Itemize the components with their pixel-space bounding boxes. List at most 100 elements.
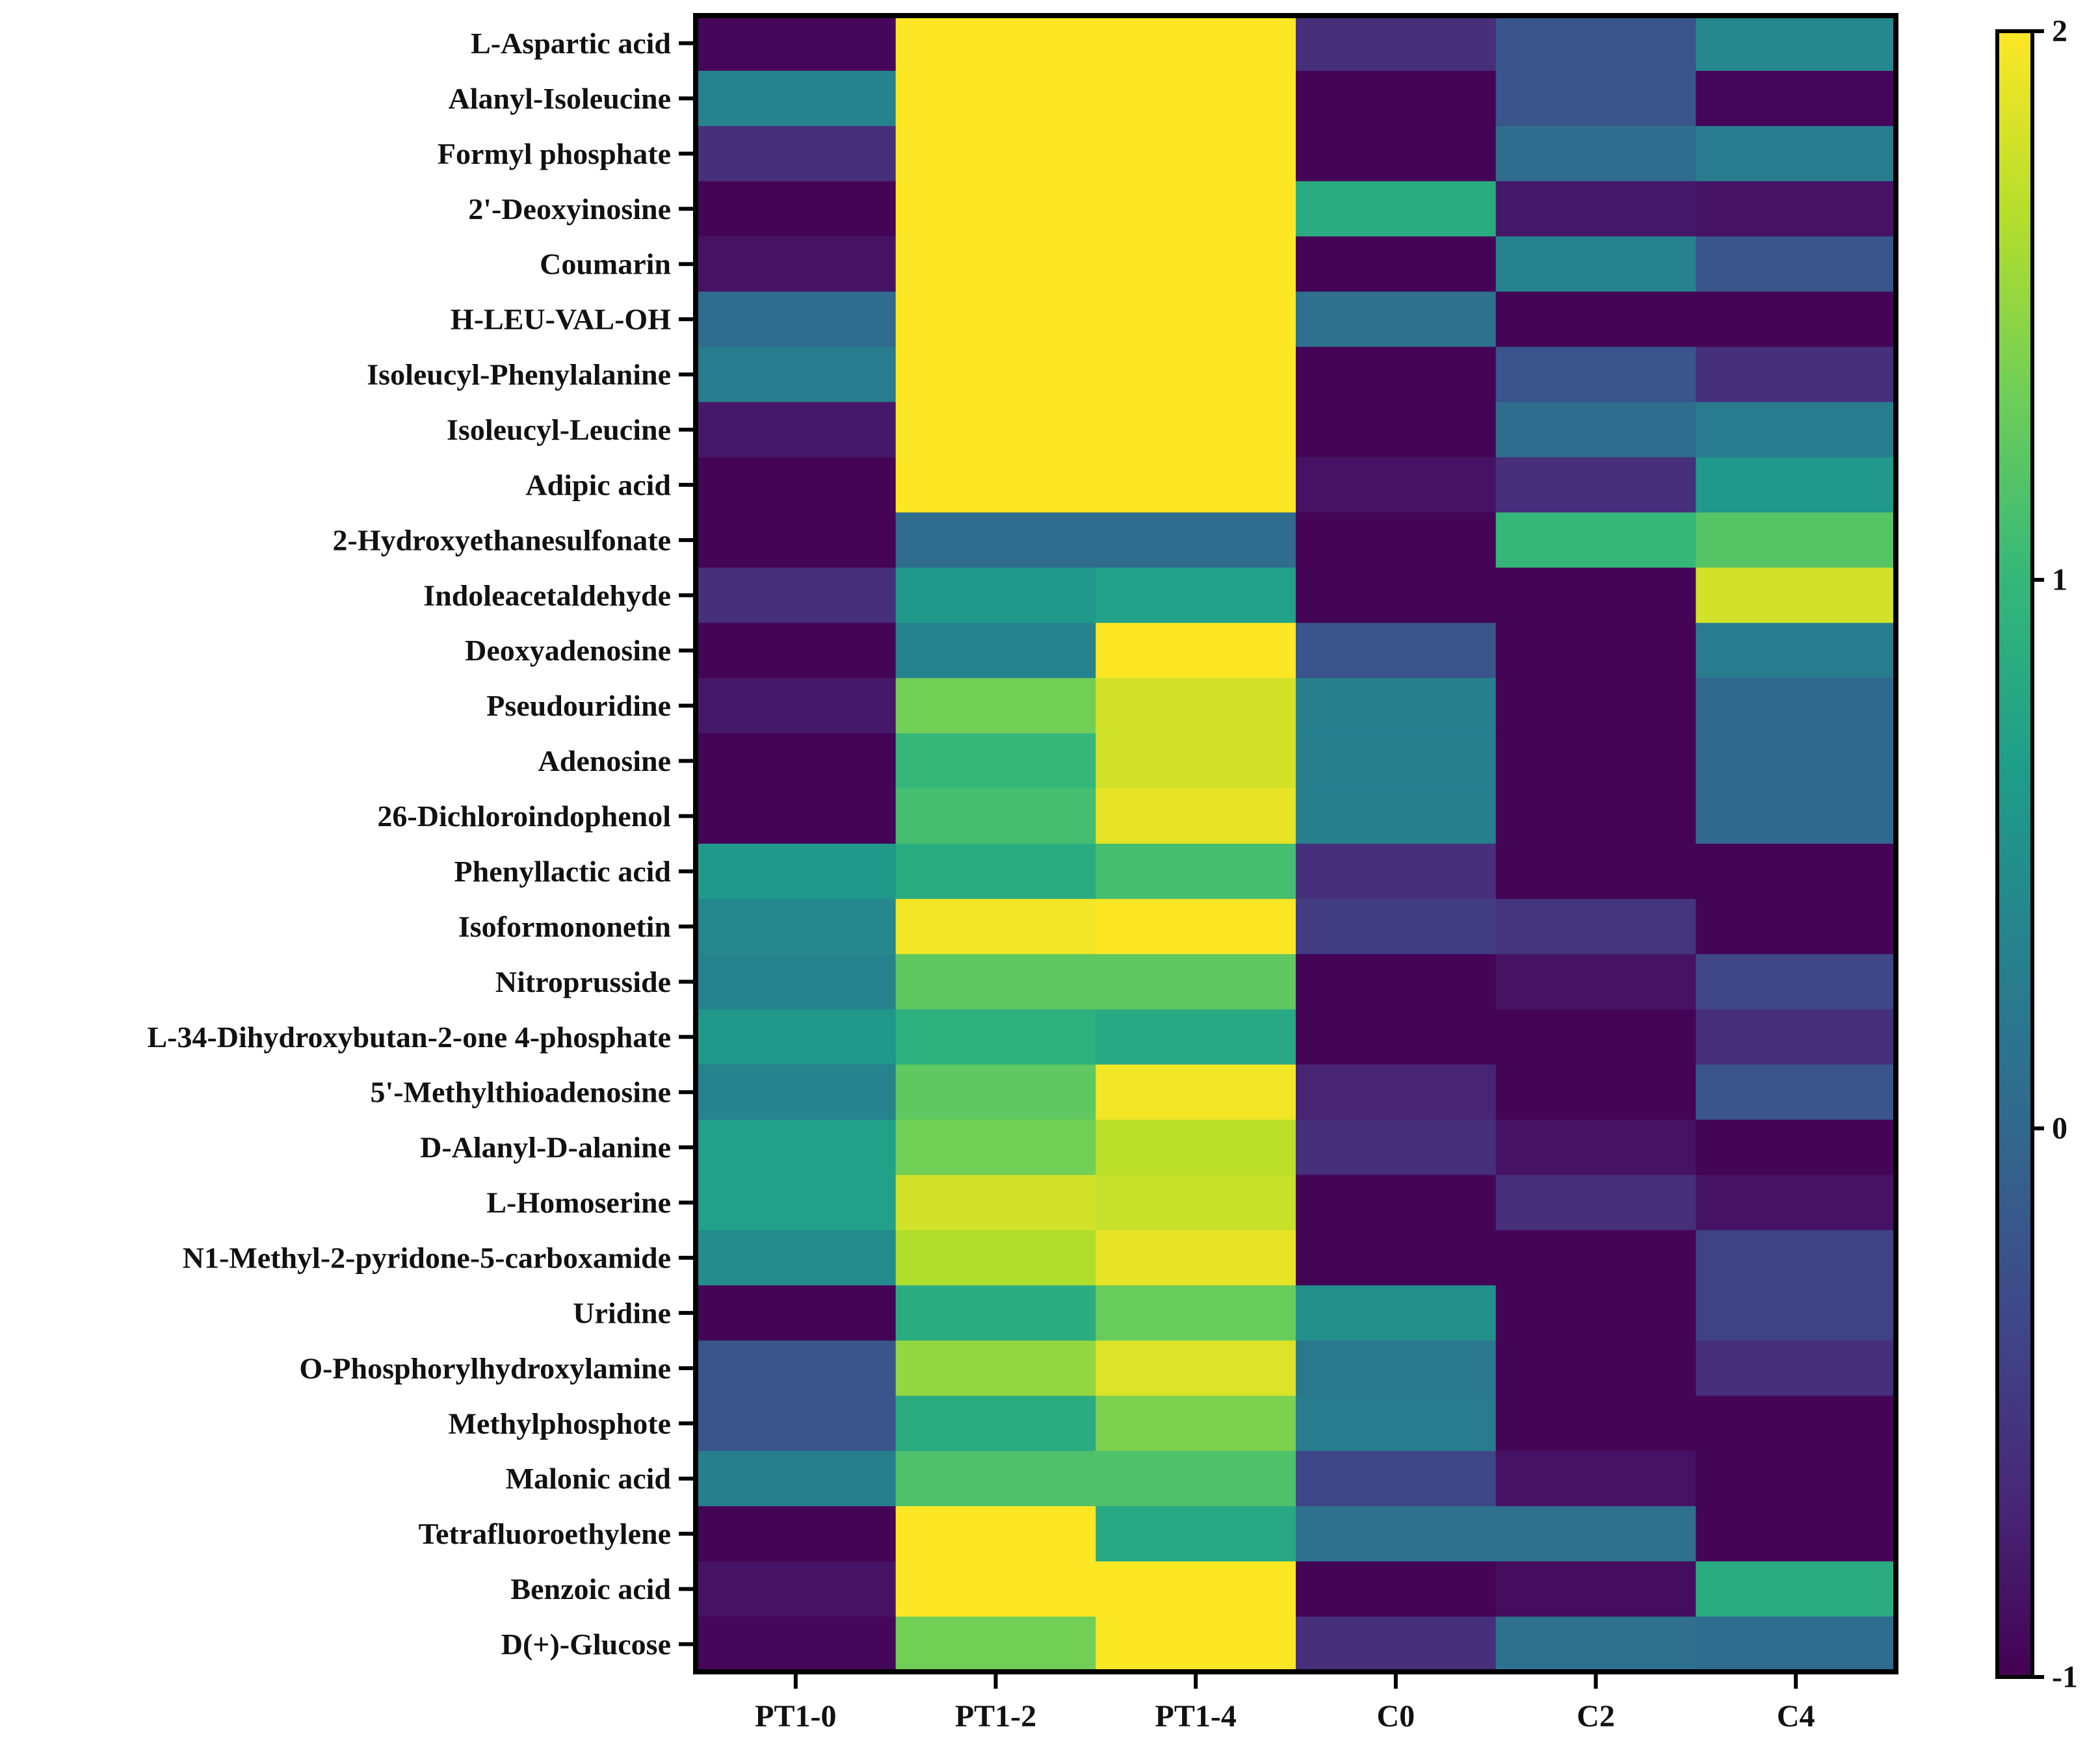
heatmap-cell: [895, 1506, 1097, 1562]
row-label: Adipic acid: [525, 468, 671, 501]
heatmap-cell: [1296, 898, 1497, 955]
heatmap-cell: [895, 236, 1097, 292]
heatmap-cell: [1296, 1230, 1497, 1286]
heatmap-cell: [696, 291, 897, 348]
heatmap-cell: [1096, 844, 1296, 900]
heatmap-cell: [895, 1285, 1097, 1342]
heatmap-cell: [1096, 567, 1296, 624]
heatmap-cell: [1296, 16, 1497, 72]
heatmap-cell: [696, 844, 897, 900]
heatmap-cell: [1495, 623, 1697, 679]
row-label: Benzoic acid: [510, 1572, 671, 1606]
heatmap-cell: [1495, 291, 1697, 348]
heatmap-cell: [1296, 1285, 1497, 1342]
heatmap-cell: [1696, 623, 1897, 679]
heatmap-cell: [1296, 346, 1497, 403]
heatmap-cell: [1696, 678, 1897, 734]
heatmap-cell: [696, 1561, 897, 1617]
heatmap-cell: [1696, 1506, 1897, 1562]
heatmap-cell: [895, 1396, 1097, 1452]
row-label: Tetrafluoroethylene: [419, 1517, 671, 1550]
heatmap-cell: [1696, 125, 1897, 182]
heatmap-cell: [1696, 1119, 1897, 1176]
heatmap-cell: [1696, 70, 1897, 127]
heatmap-cell: [1495, 1064, 1697, 1121]
heatmap-cell: [895, 1175, 1097, 1231]
heatmap-cell: [1696, 236, 1897, 292]
heatmap-cell: [1696, 291, 1897, 348]
heatmap-cell: [1296, 70, 1497, 127]
heatmap-cell: [1096, 1064, 1296, 1121]
heatmap-cell: [1696, 181, 1897, 237]
heatmap-cell: [1495, 1561, 1697, 1617]
heatmap-cell: [696, 954, 897, 1010]
heatmap-cell: [895, 16, 1097, 72]
heatmap-cell: [1696, 898, 1897, 955]
row-label: Pseudouridine: [486, 689, 671, 722]
heatmap-cell: [1696, 733, 1897, 789]
row-label: Coumarin: [540, 248, 671, 281]
heatmap-cell: [1495, 512, 1697, 569]
heatmap-cell: [1296, 1009, 1497, 1065]
heatmap-cell: [1495, 1009, 1697, 1065]
heatmap-cell: [1495, 16, 1697, 72]
heatmap-cell: [895, 733, 1097, 789]
heatmap-cell: [1096, 236, 1296, 292]
heatmap-cell: [1296, 954, 1497, 1010]
heatmap-cell: [895, 1451, 1097, 1507]
heatmap-cell: [696, 567, 897, 624]
heatmap-cell: [895, 346, 1097, 403]
colorbar-tick-label: 1: [2052, 563, 2067, 597]
row-label: O-Phosphorylhydroxylamine: [299, 1351, 671, 1384]
row-label: Nitroprusside: [495, 965, 671, 998]
heatmap-cell: [696, 898, 897, 955]
colorbar-tick-label: 0: [2052, 1112, 2067, 1146]
heatmap-cell: [1495, 1119, 1697, 1176]
heatmap-cell: [1296, 291, 1497, 348]
heatmap-cell: [696, 1064, 897, 1121]
row-label: Phenyllactic acid: [454, 855, 672, 888]
heatmap-cell: [1096, 512, 1296, 569]
heatmap-cell: [1096, 291, 1296, 348]
heatmap-cell: [696, 1175, 897, 1231]
heatmap-cell: [1495, 954, 1697, 1010]
heatmap-cell: [696, 16, 897, 72]
heatmap-cell: [1096, 1175, 1296, 1231]
row-label: Methylphosphote: [449, 1407, 671, 1440]
heatmap-cell: [895, 844, 1097, 900]
column-label: PT1-0: [755, 1699, 836, 1734]
row-label: Malonic acid: [506, 1462, 672, 1495]
heatmap-cell: [696, 1285, 897, 1342]
heatmap-cell: [1296, 457, 1497, 514]
heatmap-cell: [696, 236, 897, 292]
heatmap-cell: [1696, 1396, 1897, 1452]
heatmap-cell: [1096, 1451, 1296, 1507]
colorbar-tick-label: -1: [2052, 1660, 2078, 1695]
heatmap-cell: [1696, 512, 1897, 569]
column-label: C4: [1777, 1699, 1815, 1734]
heatmap-cell: [1495, 1230, 1697, 1286]
heatmap-cell: [1096, 1009, 1296, 1065]
heatmap-cell: [1296, 1340, 1497, 1397]
heatmap-cell: [895, 1230, 1097, 1286]
heatmap-cell: [1495, 236, 1697, 292]
heatmap-cell: [1495, 1175, 1697, 1231]
heatmap-cell: [1296, 125, 1497, 182]
heatmap-cell: [1296, 1506, 1497, 1562]
heatmap-cell: [1096, 788, 1296, 844]
heatmap-cell: [895, 1119, 1097, 1176]
colorbar-gradient: [1995, 29, 2034, 1679]
heatmap-cell: [1296, 1175, 1497, 1231]
heatmap-cell: [1495, 125, 1697, 182]
heatmap-cell: [1096, 402, 1296, 458]
row-label: Deoxyadenosine: [465, 634, 671, 667]
heatmap-cell: [1495, 70, 1697, 127]
row-label: L-34-Dihydroxybutan-2-one 4-phosphate: [147, 1020, 671, 1054]
heatmap-cell: [1296, 678, 1497, 734]
row-label: D(+)-Glucose: [501, 1628, 671, 1661]
column-label: C0: [1376, 1699, 1415, 1734]
heatmap-cell: [1495, 181, 1697, 237]
heatmap-cell: [895, 1561, 1097, 1617]
colorbar-tick-label: 2: [2052, 14, 2067, 49]
